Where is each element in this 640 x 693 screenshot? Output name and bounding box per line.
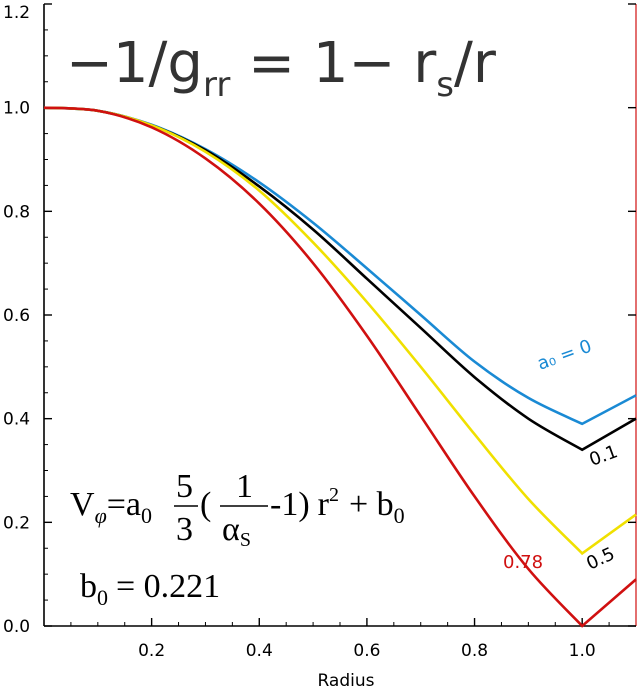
top-formula-end: /r [454, 31, 497, 96]
top-formula-main: −1/g [66, 31, 203, 96]
curve-label-0-78: 0.78 [503, 552, 543, 573]
y-tick-label: 0.0 [3, 617, 30, 637]
frac2-alpha: α [222, 511, 240, 548]
vphi-eq-a: =a [107, 486, 141, 523]
vphi-formula: Vφ=a0 5 3 ( 1 αS -1) r2 + b0 [70, 468, 405, 551]
vphi-left: Vφ=a0 [70, 486, 152, 528]
b0-b: b [80, 568, 97, 605]
vphi-lparen: ( [200, 486, 211, 523]
series-line-0 [43, 106, 637, 426]
series-line-3 [43, 106, 637, 628]
y-tick-label: 0.2 [3, 513, 30, 533]
frac1-den: 3 [176, 511, 193, 548]
plot-frame [43, 4, 637, 627]
x-tick-label: 1.0 [569, 641, 596, 661]
vphi-b-sub: 0 [394, 503, 405, 528]
series-layer [43, 106, 637, 628]
x-tick-label: 0.2 [138, 641, 165, 661]
x-axis-title: Radius [317, 671, 374, 691]
y-tick-label: 1.0 [3, 99, 30, 119]
curve-label-a0: a₀ = 0 [535, 336, 595, 375]
frac2-alpha-sub: S [240, 529, 251, 551]
top-formula: −1/grr = 1− rs/r [66, 31, 497, 105]
frac2-den: αS [222, 511, 251, 551]
vphi-r: r [318, 486, 330, 523]
y-tick-label: 0.8 [3, 202, 30, 222]
vphi-sq: 2 [329, 484, 339, 506]
vphi-phi: φ [95, 503, 107, 528]
b0-value: b0 = 0.221 [80, 568, 220, 610]
series-line-2 [43, 106, 637, 556]
y-tick-label: 0.6 [3, 306, 30, 326]
top-formula-sub2: s [436, 65, 454, 105]
frac2-num: 1 [236, 468, 253, 505]
vphi-minus-one: -1) [270, 486, 310, 523]
frac1-num: 5 [176, 468, 193, 505]
x-axis-ticks: 0.2 0.4 0.6 0.8 1.0 [70, 618, 610, 661]
x-tick-label: 0.4 [246, 641, 273, 661]
x-tick-label: 0.8 [461, 641, 488, 661]
top-formula-mid: = 1− r [230, 31, 437, 96]
y-axis-ticks: 0.0 0.2 0.4 0.6 0.8 1.0 1.2 [3, 3, 636, 637]
top-formula-sub: rr [203, 65, 230, 105]
vphi-V: V [70, 486, 95, 523]
series-line-1 [43, 106, 637, 452]
y-tick-label: 0.4 [3, 410, 30, 430]
x-tick-label: 0.6 [353, 641, 380, 661]
b0-sub: 0 [97, 585, 108, 610]
vphi-sub0: 0 [141, 503, 152, 528]
vphi-right: -1) r2 + b0 [270, 484, 405, 528]
b0-val: = 0.221 [116, 568, 220, 605]
vphi-plus-b: + b [349, 486, 394, 523]
y-tick-label: 1.2 [3, 3, 30, 23]
